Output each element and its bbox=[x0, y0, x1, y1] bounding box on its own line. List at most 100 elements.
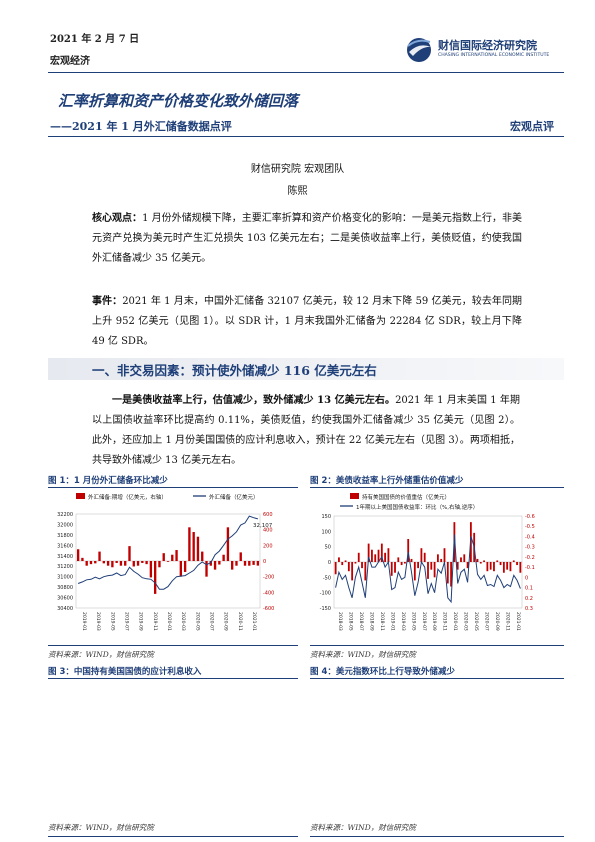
c2-left-tick: -50 bbox=[323, 575, 331, 581]
c1-bar bbox=[196, 536, 200, 561]
c2-bar bbox=[361, 562, 363, 569]
c1-bar bbox=[136, 561, 140, 566]
c1-right-tick: -200 bbox=[263, 575, 274, 581]
fig2-line bbox=[335, 534, 521, 604]
fig2-legend-bar-label: 持有美国国债的价值重估（亿美元） bbox=[362, 493, 450, 501]
c2-bar bbox=[423, 552, 426, 562]
c2-x-tick: 2019-11 bbox=[442, 612, 448, 631]
section-paragraph: 一是美债收益率上行，估值减少，致外储减少 13 亿美元左右。2021 年 1 月… bbox=[92, 391, 520, 471]
event-text: 2021 年 1 月末，中国外汇储备 32107 亿美元，较 12 月末下降 5… bbox=[92, 296, 523, 347]
c2-x-tick: 2021-01 bbox=[515, 612, 521, 631]
fig1-source: 资料来源：WIND，财信研究院 bbox=[48, 650, 154, 659]
c2-left-tick: 50 bbox=[325, 545, 331, 551]
c2-bar bbox=[410, 558, 413, 562]
c1-bar bbox=[222, 554, 225, 561]
c2-bar bbox=[374, 554, 377, 562]
c1-bar bbox=[243, 561, 247, 566]
fig3-caption: 图 3：中国持有美国国债的应计利息收入 bbox=[48, 667, 202, 677]
c2-bar bbox=[420, 548, 423, 562]
fig1-caption: 图 1：1 月份外汇储备环比减少 bbox=[48, 476, 168, 486]
c1-bar bbox=[209, 561, 212, 566]
c1-bar bbox=[188, 527, 191, 561]
c2-bar bbox=[413, 562, 416, 581]
c2-bar bbox=[440, 558, 443, 562]
c2-bar bbox=[466, 562, 469, 569]
c2-bar bbox=[338, 557, 340, 562]
c1-left-tick: 31800 bbox=[57, 533, 73, 539]
c2-right-tick: -0.3 bbox=[525, 545, 535, 551]
header-divider bbox=[48, 72, 564, 73]
c2-bar bbox=[460, 557, 462, 562]
author: 陈熙 bbox=[287, 186, 308, 197]
c1-right-tick: -600 bbox=[263, 606, 274, 612]
c2-x-tick: 2018-07 bbox=[358, 612, 364, 631]
c1-series-line bbox=[77, 515, 259, 590]
fig1-line bbox=[77, 515, 259, 590]
fig2-caption: 图 2：美债收益率上行外储重估价值减少 bbox=[310, 476, 464, 486]
c1-bar bbox=[124, 561, 127, 566]
c2-bar bbox=[364, 562, 367, 581]
c1-bar bbox=[183, 561, 187, 572]
fig1-right-axis: 600 400 200 0 -200 -400 -600 bbox=[263, 512, 274, 612]
fig4-bottom-rule bbox=[310, 836, 564, 837]
c2-bar bbox=[397, 557, 400, 562]
c2-bar bbox=[499, 562, 502, 566]
c1-bar bbox=[235, 561, 238, 566]
c1-bar bbox=[256, 561, 260, 566]
c1-bar bbox=[179, 561, 183, 577]
c1-right-tick: 600 bbox=[263, 512, 273, 518]
c2-series-line bbox=[335, 534, 521, 604]
doc-title: 汇率折算和资产价格变化致外储回落 bbox=[58, 92, 299, 110]
c2-left-tick: 150 bbox=[321, 514, 331, 520]
section-paragraph-text: 2021 年 1 月末美国 1 年期以上国债收益率环比提高约 0.11%，美债贬… bbox=[92, 395, 520, 466]
fig1-x-axis: 2019-01 2019-03 2019-05 2019-07 2019-09 2019-… bbox=[81, 612, 257, 631]
c2-left-tick: 100 bbox=[321, 529, 331, 535]
c2-bar bbox=[483, 560, 485, 562]
c2-bar bbox=[384, 552, 387, 562]
doc-subtitle: ——2021 年 1 月外汇储备数据点评 bbox=[50, 120, 232, 133]
c2-right-tick: 0.3 bbox=[525, 606, 533, 612]
c1-bar bbox=[218, 561, 221, 565]
c2-bar bbox=[354, 562, 357, 564]
fig2-rule bbox=[310, 487, 564, 488]
c1-bar bbox=[76, 549, 80, 561]
c2-bar bbox=[463, 554, 466, 562]
c1-left-tick: 30400 bbox=[57, 606, 73, 612]
c1-x-tick: 2019-09 bbox=[138, 612, 144, 631]
c1-bar bbox=[201, 551, 204, 561]
c1-bar bbox=[89, 561, 93, 565]
c1-right-tick: -400 bbox=[263, 590, 274, 596]
c1-x-tick: 2020-07 bbox=[208, 612, 214, 631]
report-section: 宏观经济 bbox=[50, 56, 90, 67]
c2-bar bbox=[486, 562, 489, 572]
c1-bar bbox=[239, 552, 242, 561]
c2-bar bbox=[516, 562, 518, 566]
c1-bar bbox=[111, 561, 114, 568]
institute-logo: 财信国际经济研究院 CHASING INTERNATIONAL ECONOMIC… bbox=[404, 34, 564, 66]
c2-x-tick: 2019-09 bbox=[431, 612, 437, 631]
c2-bar bbox=[371, 549, 373, 562]
c2-bar bbox=[387, 548, 390, 562]
c1-left-tick: 31200 bbox=[57, 564, 73, 570]
c2-bar bbox=[404, 562, 406, 564]
c2-bar bbox=[436, 554, 439, 562]
c2-right-tick: -0.1 bbox=[525, 565, 535, 571]
c2-bar bbox=[512, 560, 515, 562]
c2-bar bbox=[334, 562, 337, 575]
c1-left-tick: 30800 bbox=[57, 585, 73, 591]
c1-bar bbox=[158, 561, 161, 568]
c1-bar bbox=[119, 561, 123, 566]
section-heading: 一、非交易因素：预计使外储减少 116 亿美元左右 bbox=[92, 363, 377, 378]
fig2-x-axis: 2018-03 2018-05 2018-07 2018-09 2018-11 2019-… bbox=[337, 612, 521, 631]
c2-x-tick: 2019-05 bbox=[410, 612, 416, 631]
c1-x-tick: 2019-01 bbox=[81, 612, 87, 631]
c1-bar bbox=[205, 561, 208, 577]
section-heading-bar bbox=[48, 358, 564, 380]
c2-bar bbox=[394, 562, 396, 573]
c2-bar bbox=[377, 549, 380, 562]
c2-x-tick: 2020-07 bbox=[483, 612, 489, 631]
c2-left-tick: -100 bbox=[320, 591, 331, 597]
core-view-paragraph: 核心观点：1 月份外储规模下降，主要汇率折算和资产价格变化的影响：一是美元指数上… bbox=[92, 209, 522, 269]
fig1-legend-line-label: 外汇储备（亿美元） bbox=[209, 493, 259, 501]
fig4-source: 资料来源：WIND，财信研究院 bbox=[310, 823, 416, 832]
